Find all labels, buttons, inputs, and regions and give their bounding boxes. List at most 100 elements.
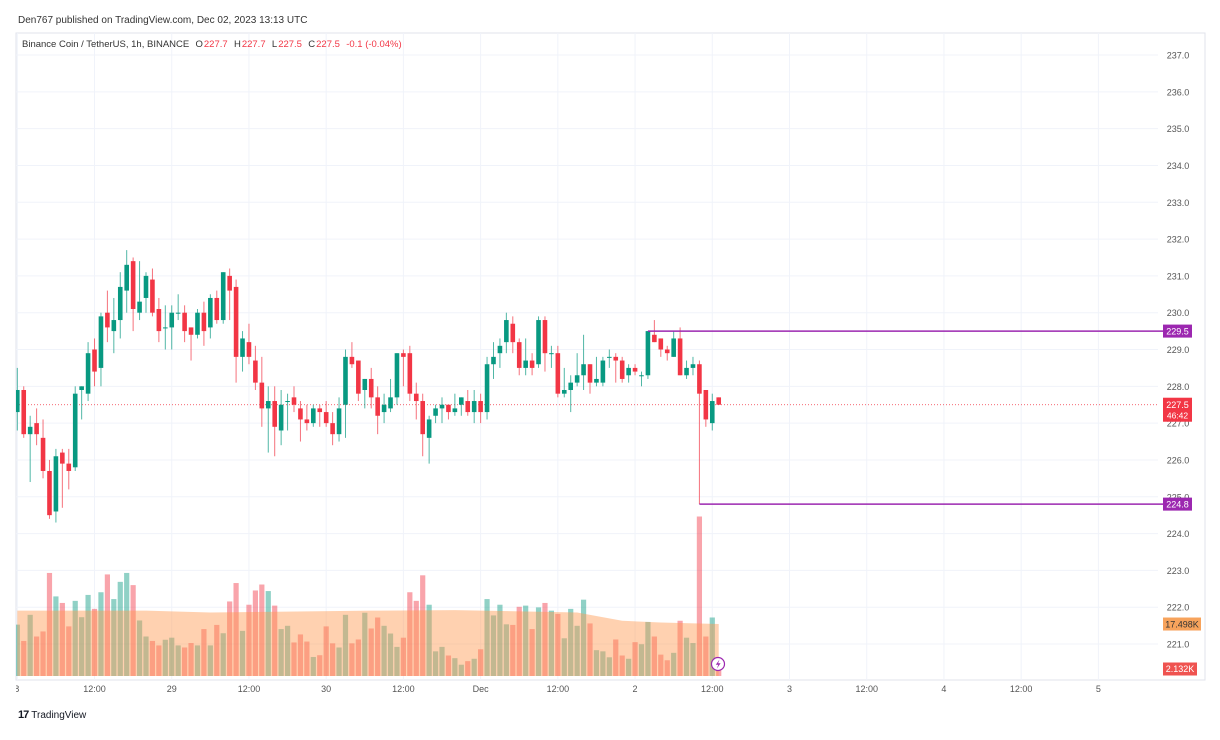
candle [368, 367, 374, 409]
candle-body [117, 286, 123, 321]
volume-bar [651, 636, 657, 676]
candle [413, 382, 419, 420]
candle [21, 386, 27, 438]
candle-body [182, 312, 187, 332]
candle-body [401, 353, 406, 357]
candle-body [594, 378, 599, 383]
level-price-badge [1163, 324, 1192, 338]
candle-body [175, 312, 181, 314]
candle-body [349, 356, 355, 365]
price-tick-label: 237.0 [1167, 51, 1190, 61]
lightning-icon-bolt [715, 659, 721, 669]
lightning-icon[interactable] [710, 656, 726, 672]
ohlc-high-label: H [233, 39, 241, 50]
candle-body [664, 349, 670, 354]
volume-bar [278, 629, 284, 676]
ohlc-close-label: C [308, 39, 316, 50]
candle [130, 257, 136, 332]
candle-body [130, 261, 136, 310]
volume-bar [239, 630, 246, 676]
volume-bar [478, 649, 484, 676]
volume-bar [149, 640, 156, 676]
candle-body [613, 356, 619, 361]
candle-body [356, 360, 361, 394]
volume-bar [709, 617, 715, 676]
volume-bar [317, 655, 323, 676]
volume-bar [703, 636, 709, 676]
volume-bar [471, 658, 477, 676]
candle-body [600, 360, 606, 383]
volume-bar [420, 575, 426, 676]
volume-bar [175, 645, 181, 676]
volume-bar [716, 669, 722, 676]
candle [677, 327, 683, 376]
candle [375, 386, 380, 435]
last-price-label: 227.5 [1166, 400, 1189, 410]
candle [671, 331, 676, 357]
volume-bar [246, 604, 252, 676]
candle-body [362, 378, 368, 390]
candle-body [478, 401, 483, 413]
ohlc-open: 227.7 [203, 39, 228, 50]
time-tick-label: 12:00 [855, 684, 878, 694]
candle [446, 404, 451, 420]
candle-body [658, 338, 664, 350]
candle [92, 338, 97, 387]
candle [220, 272, 226, 324]
volume-ma-area [17, 610, 719, 676]
footer-branding: 17 TradingView [18, 709, 86, 721]
candle [607, 349, 612, 368]
candle-body [574, 375, 580, 383]
candle [117, 272, 123, 339]
volume-bar [117, 581, 123, 676]
level-price-label: 224.8 [1166, 500, 1189, 510]
candle-body [214, 297, 220, 321]
candle [561, 367, 567, 398]
candle [79, 386, 84, 420]
volume-bar [439, 646, 445, 676]
volume-bar [561, 638, 567, 676]
volume-bar [619, 655, 625, 676]
candle-body [523, 360, 528, 368]
volume-bar [510, 624, 516, 676]
volume-bar [574, 625, 580, 676]
volume-bar [658, 654, 664, 676]
volume-bar [111, 599, 117, 676]
volume-bar [53, 596, 59, 676]
volume-bar [600, 651, 606, 676]
price-tick-label: 223.0 [1167, 566, 1190, 576]
time-tick-label: 12:00 [1010, 684, 1033, 694]
volume-bar [568, 608, 574, 676]
volume-bar [85, 594, 91, 676]
symbol-name[interactable]: Binance Coin / TetherUS, 1h, BINANCE [22, 39, 190, 50]
time-tick-label: 12:00 [392, 684, 415, 694]
candle [619, 356, 625, 383]
volume-bar [696, 516, 703, 676]
volume-bar [535, 607, 542, 676]
candle [709, 393, 715, 431]
candle-body [529, 360, 535, 368]
candle-body [253, 360, 258, 383]
candle-body [291, 397, 297, 405]
volume-bar [188, 643, 194, 676]
candle [85, 342, 91, 402]
candle-body [16, 389, 20, 413]
last-price-badge [1163, 397, 1192, 422]
candle-body [446, 404, 451, 413]
candle [137, 261, 142, 321]
candle [613, 353, 619, 383]
volume-bar [310, 656, 316, 676]
volume-bar [548, 610, 555, 676]
candle [16, 367, 20, 431]
volume-bar [452, 658, 458, 676]
volume-bar [587, 623, 593, 676]
candle-body [285, 401, 290, 403]
candle-body [407, 353, 413, 394]
ohlc-low-label: L [271, 39, 278, 50]
volume-bar [259, 584, 265, 676]
volume-bar [336, 647, 342, 676]
volume-bar [91, 608, 98, 676]
price-tick-label: 225.0 [1167, 492, 1190, 502]
volume-bar [272, 605, 278, 676]
